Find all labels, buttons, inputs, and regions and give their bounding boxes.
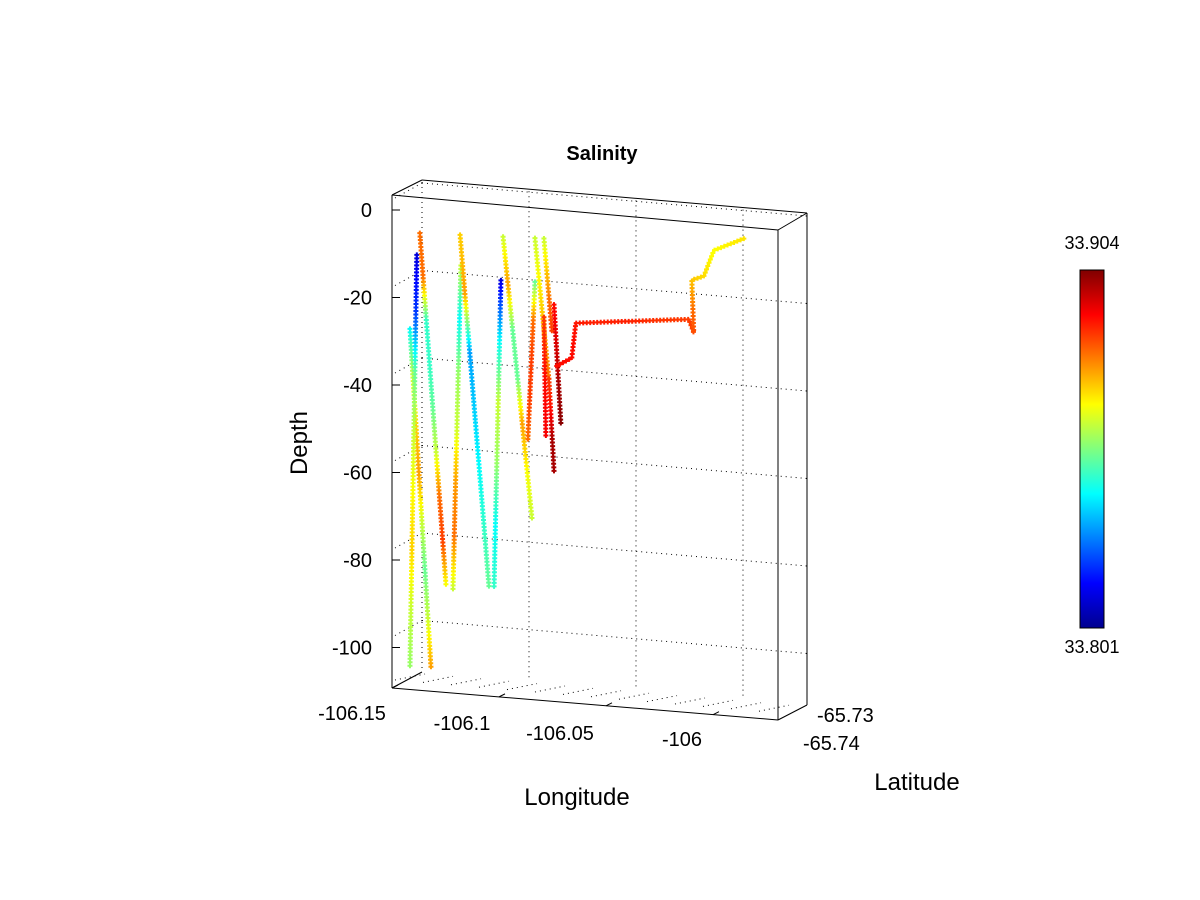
data-point [551,468,557,474]
scatter-points [407,230,747,670]
data-point [709,253,715,259]
data-point [560,360,566,366]
z-tick-label: -60 [343,463,372,485]
floor-grid-line [674,697,706,705]
data-point [710,250,716,256]
data-point [738,237,744,243]
x-tick-label: -106.05 [526,723,594,745]
data-point [558,420,564,426]
floor-grid-line [478,680,510,688]
data-point [491,583,497,589]
z-tick-label: -40 [343,375,372,397]
data-point [715,246,721,252]
data-point [557,361,563,367]
data-point [741,236,747,242]
y-tick-label: -65.74 [803,733,860,755]
data-point [687,319,693,325]
data-point [712,247,718,253]
x-tick [605,702,613,707]
floor-grid-line [618,692,650,700]
colorbar-min-label: 33.801 [1064,637,1119,657]
grid-line [394,532,423,549]
data-point [725,242,731,248]
grid-line [421,532,808,567]
z-tick-label: -20 [343,288,372,310]
floor-grid-line [394,673,426,681]
data-point [428,664,434,670]
data-point [706,260,712,266]
x-tick-label: -106 [662,729,702,751]
z-tick-label: -100 [332,638,372,660]
z-tick-label: -80 [343,550,372,572]
x-tick-label: -106.1 [434,713,491,735]
data-point [529,515,535,521]
data-point [731,239,737,245]
z-tick-label: 0 [361,200,372,222]
floor-grid-line [730,702,762,710]
data-point [701,273,707,279]
x-tick-label: -106.15 [318,703,386,725]
colorbar-max-label: 33.904 [1064,233,1119,253]
grid-line [421,270,808,304]
grid-line [421,357,808,392]
data-point [549,328,555,334]
floor-grid-line [506,683,538,691]
data-point [702,270,708,276]
data-point [691,276,697,282]
axes-box [391,179,808,721]
floor-grid-line [562,687,594,695]
grid-line [421,620,808,654]
data-point [698,274,704,280]
floor-grid-line [646,695,678,703]
floor-grid-line [590,690,622,698]
x-axis-label: Longitude [524,784,629,811]
floor-grid-line [534,685,566,693]
x-tick [391,684,399,689]
data-point [718,245,724,251]
y-axis-label: Latitude [874,769,959,796]
y-tick-label: -65.73 [817,705,874,727]
data-point [707,257,713,263]
data-point [450,586,456,592]
data-point [443,581,449,587]
x-tick [712,711,720,716]
chart-title: Salinity [566,143,638,165]
data-point [721,243,727,249]
data-point [705,263,711,269]
floor-grid-line [422,675,454,683]
grid-line [421,182,808,217]
floor-grid-line [450,678,482,686]
data-point [566,356,572,362]
data-point [703,266,709,272]
data-point [563,358,569,364]
data-point [728,241,734,247]
colorbar [1079,269,1105,629]
z-axis-label: Depth [286,411,313,475]
floor-grid-line [702,699,734,707]
data-point [543,433,549,439]
grid-line [394,182,423,199]
data-point [486,583,492,589]
data-point [695,275,701,281]
x-tick [498,693,506,698]
data-point [554,363,560,369]
floor-grid-line [758,704,790,712]
data-point [734,238,740,244]
data-point [525,436,531,442]
data-point [407,663,413,669]
tick-marks [391,209,720,716]
grid-line [394,357,423,374]
